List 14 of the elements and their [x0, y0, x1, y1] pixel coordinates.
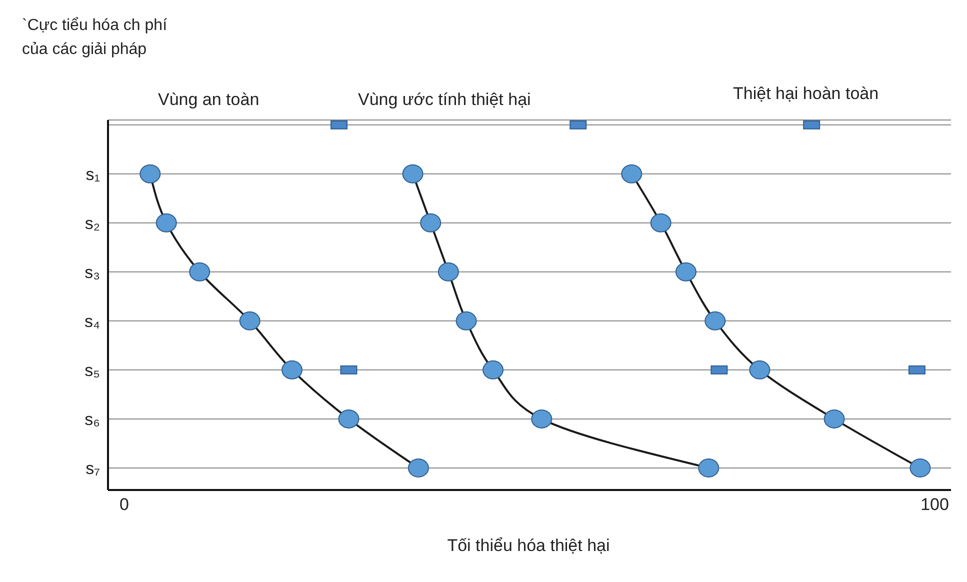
x-tick-label: 0 — [119, 495, 129, 514]
x-tick-label: 100 — [920, 495, 949, 514]
y-tick-label: s₆ — [84, 410, 100, 429]
y-tick-label: s₇ — [86, 458, 100, 478]
text: Vùng ước tính thiệt hại — [358, 90, 531, 110]
y-tick-label: s₃ — [84, 262, 100, 282]
y-axis-title: `Cực tiểu hóa ch phí của các giải pháp — [22, 16, 168, 60]
y-tick-label: s₁ — [86, 164, 100, 184]
y-tick-label: s₄ — [84, 312, 100, 331]
text: Thiệt hại hoàn toàn — [733, 84, 879, 104]
text: Vùng an toàn — [158, 90, 260, 110]
y-tick-label: s₅ — [84, 360, 100, 380]
y-tick-label: s₂ — [84, 214, 100, 233]
x-axis-title: Tối thiểu hóa thiệt hại — [446, 536, 611, 556]
